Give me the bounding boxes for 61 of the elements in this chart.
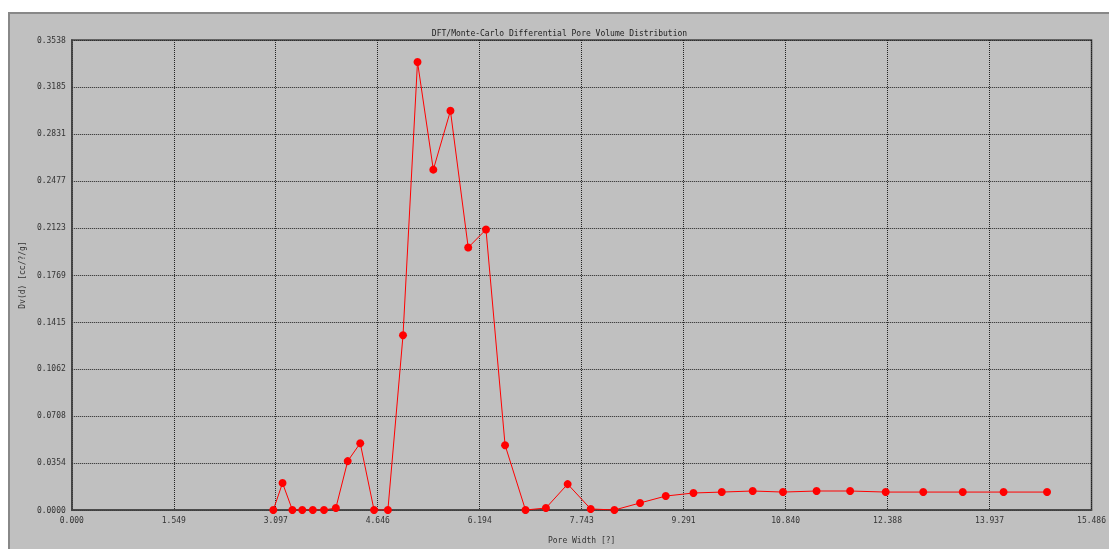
point (298, 506, 307, 514)
point (610, 506, 619, 514)
point (278, 479, 287, 488)
point (919, 488, 928, 497)
point (446, 106, 455, 115)
point (717, 488, 726, 497)
point (521, 506, 530, 514)
point (383, 506, 392, 514)
point (748, 487, 757, 495)
y-tick-label: 0.2123 (36, 223, 66, 233)
x-tick-label: 3.097 (263, 515, 288, 525)
point (501, 441, 510, 450)
point (413, 57, 422, 66)
point (429, 165, 438, 174)
x-axis-title: Pore Width [?] (547, 535, 616, 545)
y-tick-label: 0.0354 (36, 458, 66, 468)
point (541, 504, 550, 513)
x-tick-label: 9.291 (671, 515, 696, 525)
point (636, 498, 645, 507)
point (320, 506, 328, 514)
point (331, 504, 340, 513)
y-tick-label: 0.0000 (36, 505, 66, 515)
point (343, 457, 352, 466)
point (1043, 488, 1052, 497)
x-tick-label: 0.000 (59, 515, 85, 525)
x-tick-label: 1.549 (161, 515, 187, 525)
y-tick-label: 0.3538 (36, 35, 66, 45)
point (269, 506, 278, 514)
point (846, 487, 855, 495)
point (563, 480, 572, 489)
x-tick-label: 13.937 (975, 515, 1005, 525)
y-tick-label: 0.2477 (36, 176, 66, 186)
point (399, 331, 408, 340)
point (482, 225, 490, 234)
y-tick-label: 0.2831 (36, 129, 66, 139)
x-tick-label: 4.646 (365, 515, 390, 525)
point (661, 492, 670, 501)
point (881, 488, 890, 497)
x-tick-label: 15.486 (1077, 515, 1107, 525)
point (288, 506, 297, 514)
y-tick-label: 0.1062 (36, 364, 66, 374)
point (586, 504, 595, 513)
point (999, 488, 1008, 497)
y-tick-label: 0.1415 (36, 317, 66, 327)
y-tick-label: 0.1769 (36, 270, 66, 280)
point (812, 487, 821, 495)
x-tick-label: 7.743 (569, 515, 594, 525)
point (308, 506, 317, 514)
x-tick-label: 10.840 (771, 515, 801, 525)
point (689, 489, 698, 497)
point (464, 243, 473, 252)
point (778, 488, 787, 497)
y-tick-label: 0.3185 (36, 82, 66, 92)
y-axis-title: Dv(d) [cc/?/g] (17, 241, 27, 309)
x-tick-label: 12.388 (873, 515, 903, 525)
chart-title: DFT/Monte-Carlo Differential Pore Volume Distribution (431, 28, 688, 38)
point (356, 439, 365, 448)
y-tick-label: 0.0708 (36, 411, 66, 421)
x-tick-label: 6.194 (467, 515, 492, 525)
point (370, 506, 379, 514)
point (958, 488, 967, 497)
